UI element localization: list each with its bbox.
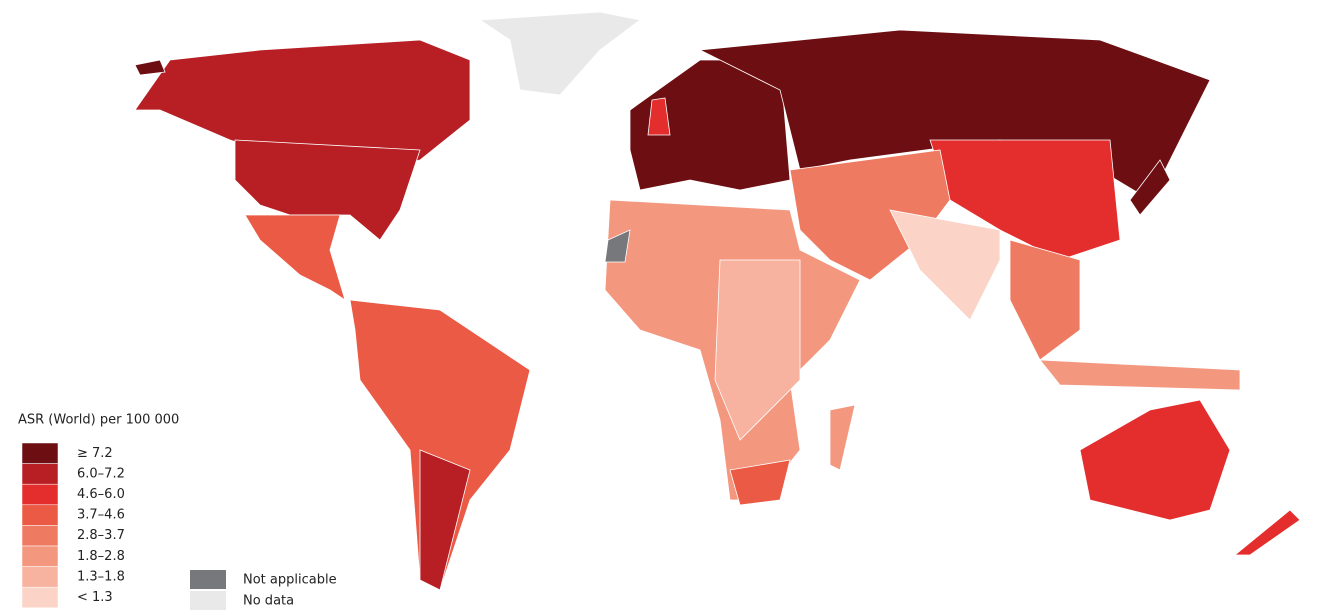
- madagascar: [829, 404, 856, 471]
- legend-label: 6.0–7.2: [77, 466, 125, 481]
- countries: [134, 11, 1301, 591]
- legend-swatch: [21, 566, 59, 588]
- legend-label: ≥ 7.2: [77, 446, 113, 461]
- legend-swatch: [21, 586, 59, 609]
- legend-label: < 1.3: [77, 590, 113, 605]
- uk: [647, 97, 671, 136]
- legend-swatch: [21, 504, 59, 526]
- legend: ≥ 7.2 6.0–7.2 4.6–6.0 3.7–4.6 2.8–3.7 1.8–2.8…: [21, 442, 337, 610]
- western-sahara: [604, 229, 631, 263]
- indonesia: [1039, 359, 1241, 391]
- legend-label: 1.3–1.8: [77, 569, 125, 584]
- southeast-asia: [1009, 239, 1081, 361]
- india: [889, 209, 1001, 321]
- legend-label: 1.8–2.8: [77, 549, 125, 564]
- central-america: [244, 214, 346, 301]
- south-africa: [729, 459, 791, 506]
- legend-label: No data: [243, 594, 294, 609]
- legend-swatch: [190, 570, 226, 589]
- legend-title: ASR (World) per 100 000: [18, 413, 179, 428]
- legend-label: 3.7–4.6: [77, 508, 125, 523]
- legend-label: 2.8–3.7: [77, 528, 125, 543]
- new-zealand: [1233, 509, 1301, 556]
- central-africa: [714, 259, 801, 441]
- japan: [1129, 159, 1171, 216]
- australia: [1079, 399, 1231, 521]
- argentina: [419, 449, 471, 591]
- usa: [234, 139, 421, 241]
- legend-swatch: [21, 525, 59, 547]
- greenland: [478, 11, 641, 96]
- legend-swatch: [190, 591, 226, 610]
- legend-swatch: [21, 442, 59, 464]
- legend-swatch: [21, 545, 59, 567]
- alaska: [134, 59, 166, 76]
- legend-swatch: [21, 483, 59, 506]
- legend-label: 4.6–6.0: [77, 487, 125, 502]
- legend-swatch: [21, 463, 59, 485]
- legend-label: Not applicable: [243, 573, 337, 588]
